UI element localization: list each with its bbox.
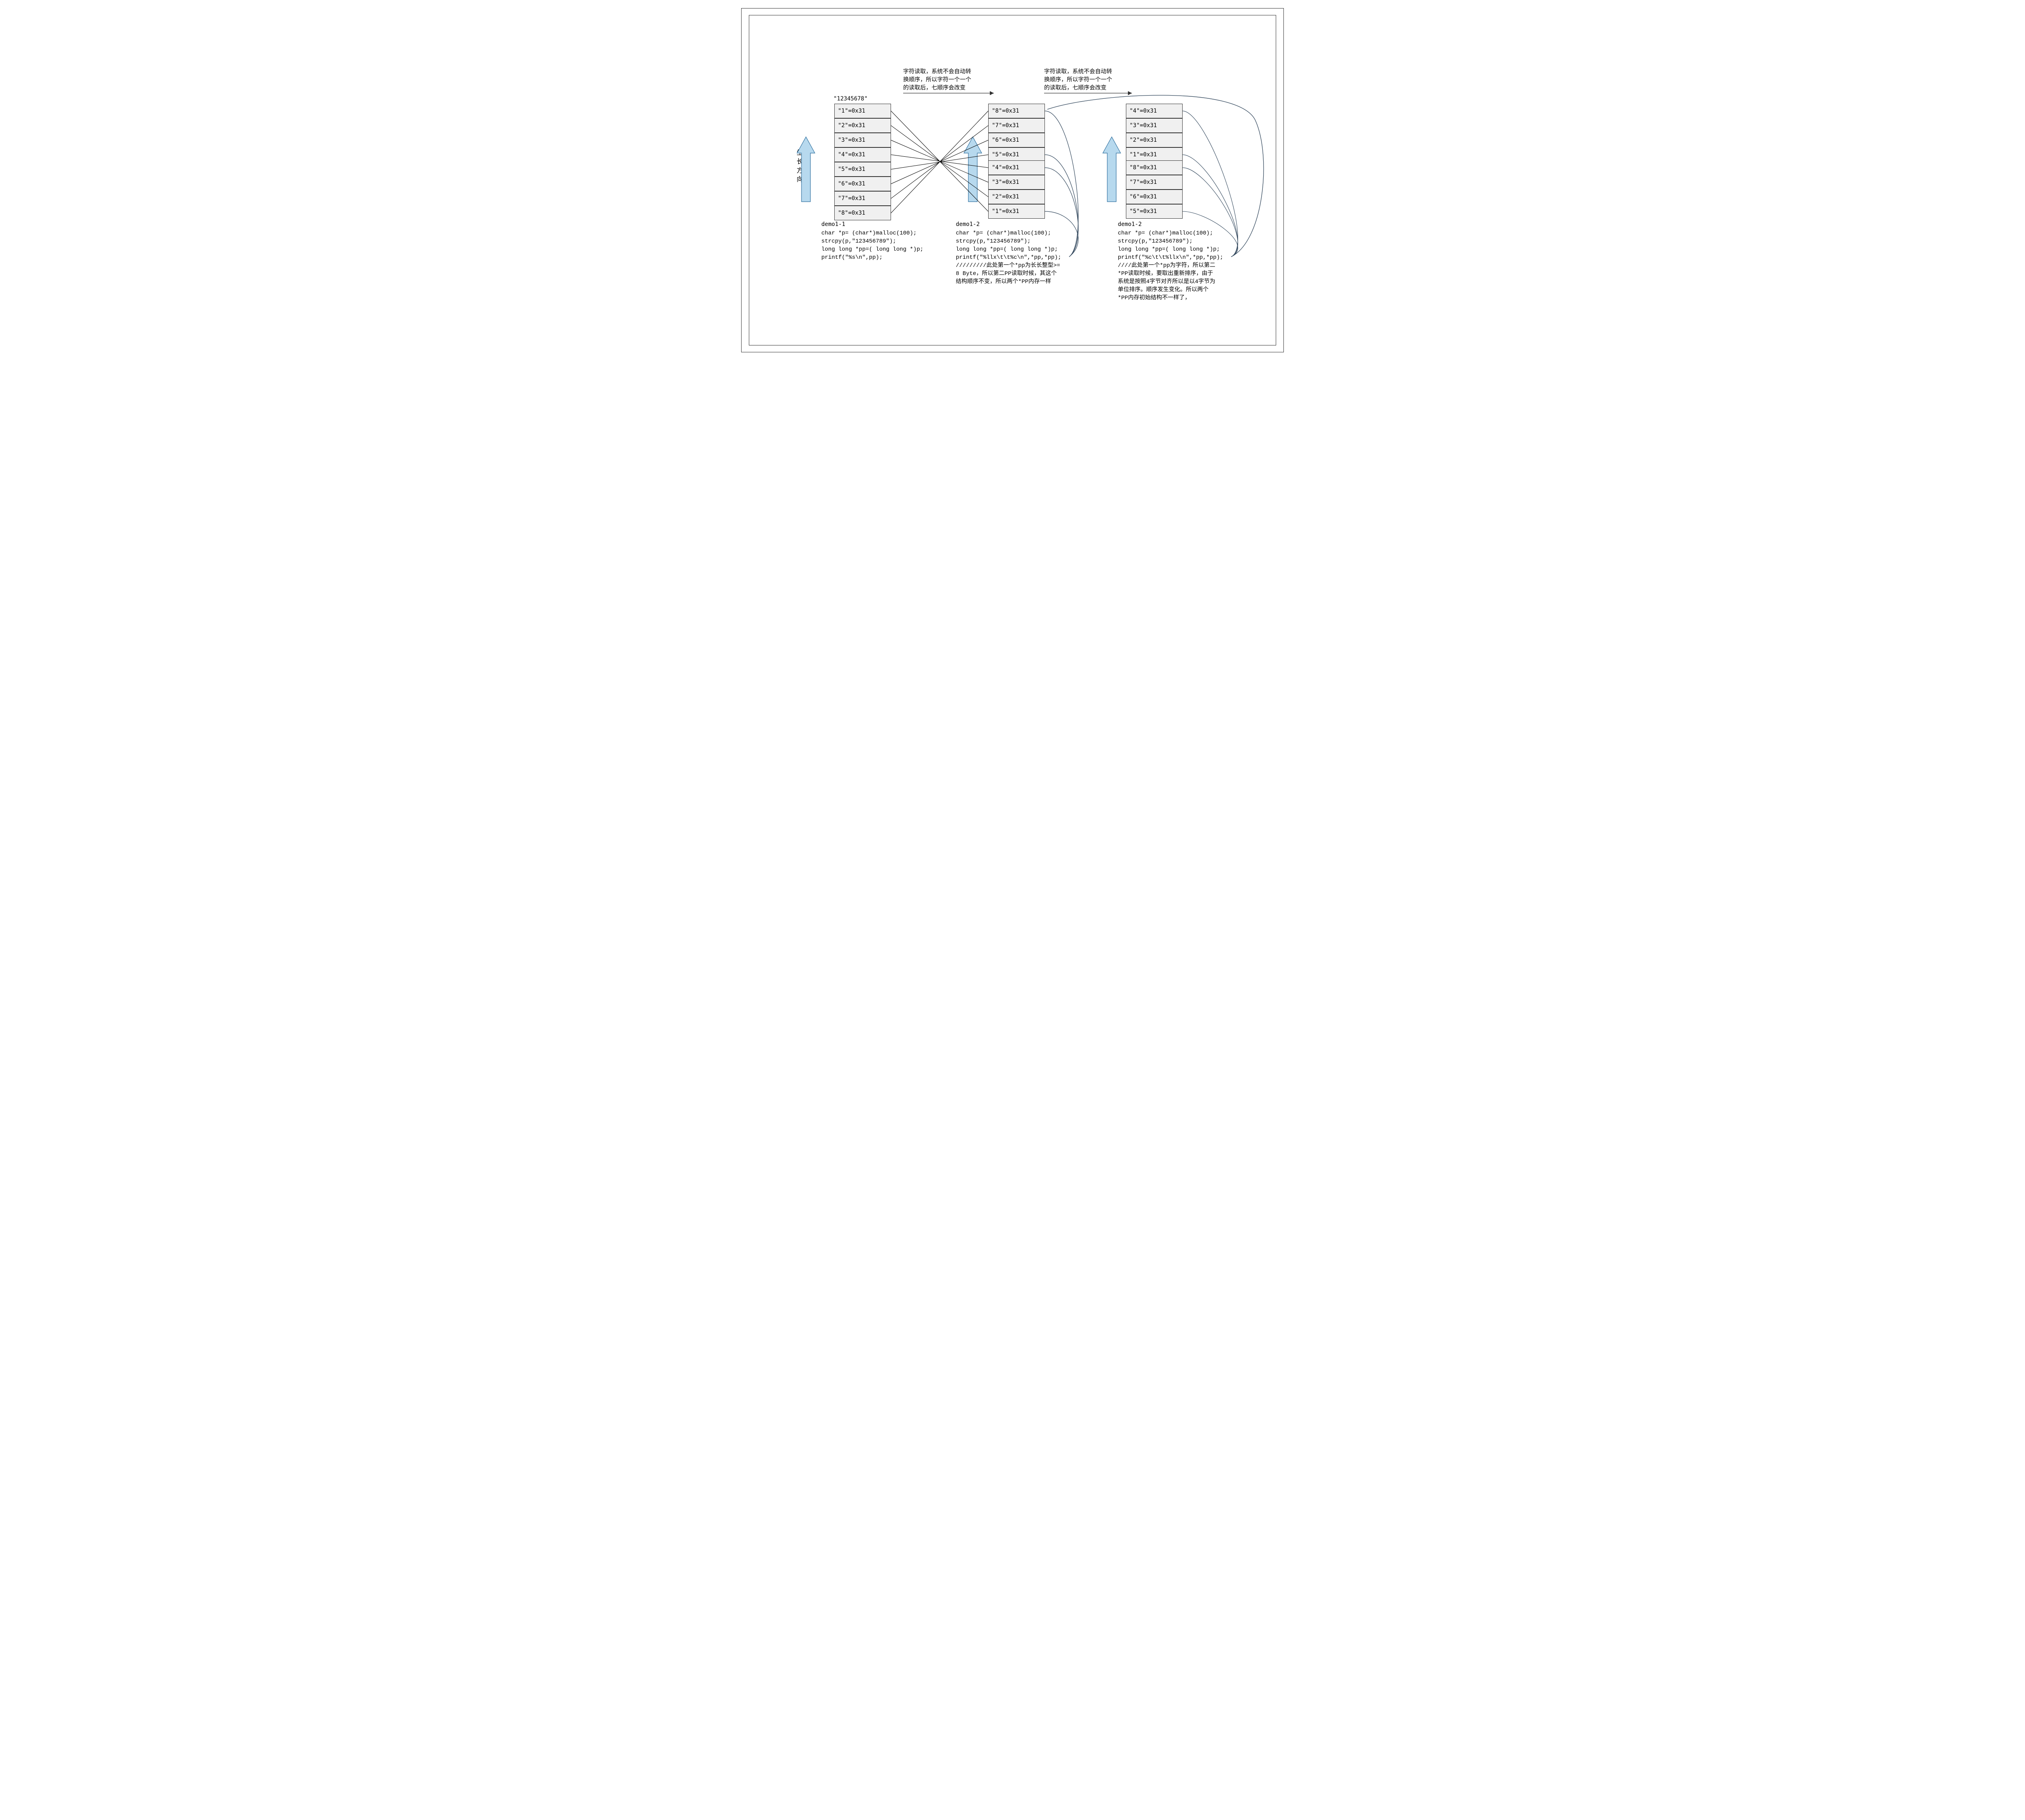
col1-cell-4: "5"=0x31 <box>834 162 891 177</box>
col2-cell-4: "4"=0x31 <box>988 160 1045 175</box>
annotation-2: 字符读取，系统不会自动转 换顺序，所以字符一个一个 的读取后，七顺序会改变 <box>1044 67 1112 92</box>
demo3-title: demo1-2 <box>1118 221 1142 228</box>
col1-cell-3: "4"=0x31 <box>834 147 891 162</box>
demo1-code: char *p= (char*)malloc(100); strcpy(p,"1… <box>821 229 923 262</box>
col2-cell-6: "2"=0x31 <box>988 190 1045 204</box>
inner-frame: 字符读取，系统不会自动转 换顺序，所以字符一个一个 的读取后，七顺序会改变 字符… <box>749 15 1276 345</box>
demo2-code: char *p= (char*)malloc(100); strcpy(p,"1… <box>956 229 1085 286</box>
outer-frame: 字符读取，系统不会自动转 换顺序，所以字符一个一个 的读取后，七顺序会改变 字符… <box>741 8 1284 352</box>
col1-cell-2: "3"=0x31 <box>834 133 891 147</box>
col3-cell-5: "7"=0x31 <box>1126 175 1183 190</box>
col1-cell-5: "6"=0x31 <box>834 177 891 191</box>
col3-cell-1: "3"=0x31 <box>1126 118 1183 133</box>
col1-cell-0: "1"=0x31 <box>834 104 891 118</box>
demo3-code: char *p= (char*)malloc(100); strcpy(p,"1… <box>1118 229 1256 302</box>
col2-cell-7: "1"=0x31 <box>988 204 1045 219</box>
col1-title: "12345678" <box>833 96 868 102</box>
col3-cell-2: "2"=0x31 <box>1126 133 1183 147</box>
demo2-title: demo1-2 <box>956 221 980 228</box>
col3-cell-4: "8"=0x31 <box>1126 160 1183 175</box>
col3-cell-6: "6"=0x31 <box>1126 190 1183 204</box>
col3-cell-3: "1"=0x31 <box>1126 147 1183 162</box>
col3-cell-0: "4"=0x31 <box>1126 104 1183 118</box>
growth-direction-label: 生长方向 <box>794 149 804 185</box>
col2-cell-0: "8"=0x31 <box>988 104 1045 118</box>
col2-cell-5: "3"=0x31 <box>988 175 1045 190</box>
col2-cell-3: "5"=0x31 <box>988 147 1045 162</box>
annotation-1: 字符读取，系统不会自动转 换顺序，所以字符一个一个 的读取后，七顺序会改变 <box>903 67 971 92</box>
col2-cell-2: "6"=0x31 <box>988 133 1045 147</box>
col1-cell-6: "7"=0x31 <box>834 191 891 206</box>
col1-cell-1: "2"=0x31 <box>834 118 891 133</box>
demo1-title: demo1-1 <box>821 221 845 228</box>
col3-cell-7: "5"=0x31 <box>1126 204 1183 219</box>
col2-cell-1: "7"=0x31 <box>988 118 1045 133</box>
col1-cell-7: "8"=0x31 <box>834 206 891 220</box>
